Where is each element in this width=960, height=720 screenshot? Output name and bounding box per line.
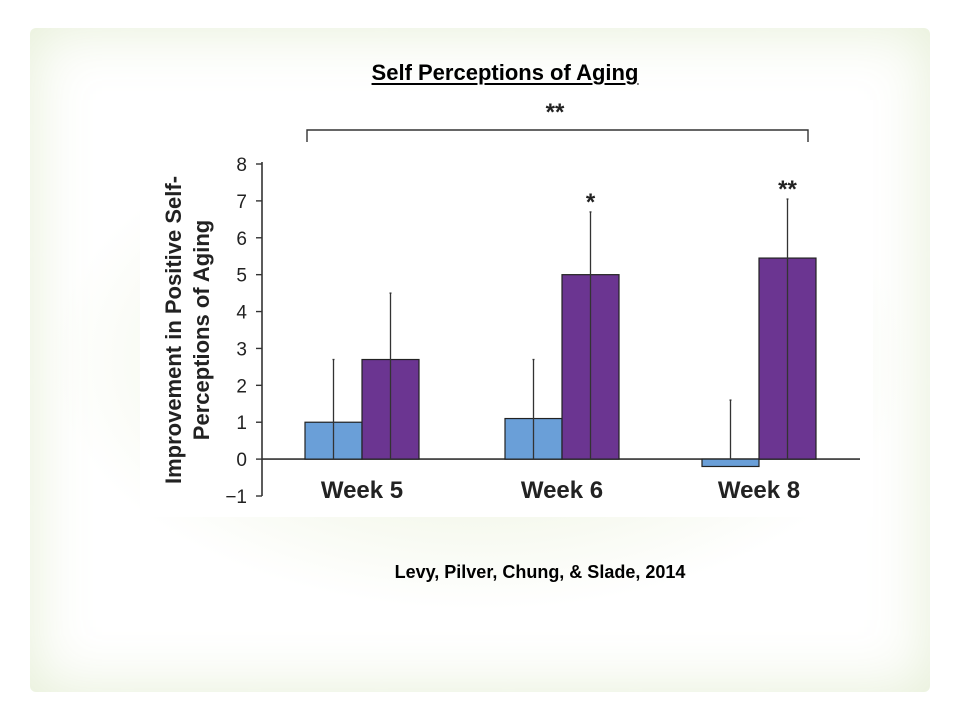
y-tick-label: −1 xyxy=(225,487,247,508)
chart-panel: −1 0 1 2 3 4 5 6 7 8 Week 5 Week 6 Week 8 * ** ** Improv… xyxy=(140,100,873,517)
y-tick-label: 7 xyxy=(236,192,247,213)
y-tick-label: 1 xyxy=(236,413,247,434)
bar xyxy=(701,458,760,468)
x-tick-label: Week 8 xyxy=(718,477,800,504)
y-axis-label-line: Perceptions of Aging xyxy=(189,220,214,440)
x-tick-label: Week 6 xyxy=(521,477,603,504)
bracket-label: ** xyxy=(546,100,565,126)
y-tick-label: 4 xyxy=(236,303,247,324)
significance-marker: ** xyxy=(778,176,797,203)
significance-bracket xyxy=(306,129,809,142)
y-axis-label: Improvement in Positive Self- Perceptions… xyxy=(161,176,214,484)
slide-title: Self Perceptions of Aging xyxy=(371,60,639,85)
citation: Levy, Pilver, Chung, & Slade, 2014 xyxy=(394,562,686,582)
significance-marker: * xyxy=(586,189,596,216)
y-tick-label: 8 xyxy=(236,155,247,176)
y-tick-label: 0 xyxy=(236,450,247,471)
y-tick-label: 6 xyxy=(236,229,247,250)
x-tick-label: Week 5 xyxy=(321,477,403,504)
y-tick-label: 3 xyxy=(236,339,247,360)
y-tick-label: 5 xyxy=(236,266,247,287)
y-axis-label-line: Improvement in Positive Self- xyxy=(161,176,186,484)
y-tick-label: 2 xyxy=(236,376,247,397)
